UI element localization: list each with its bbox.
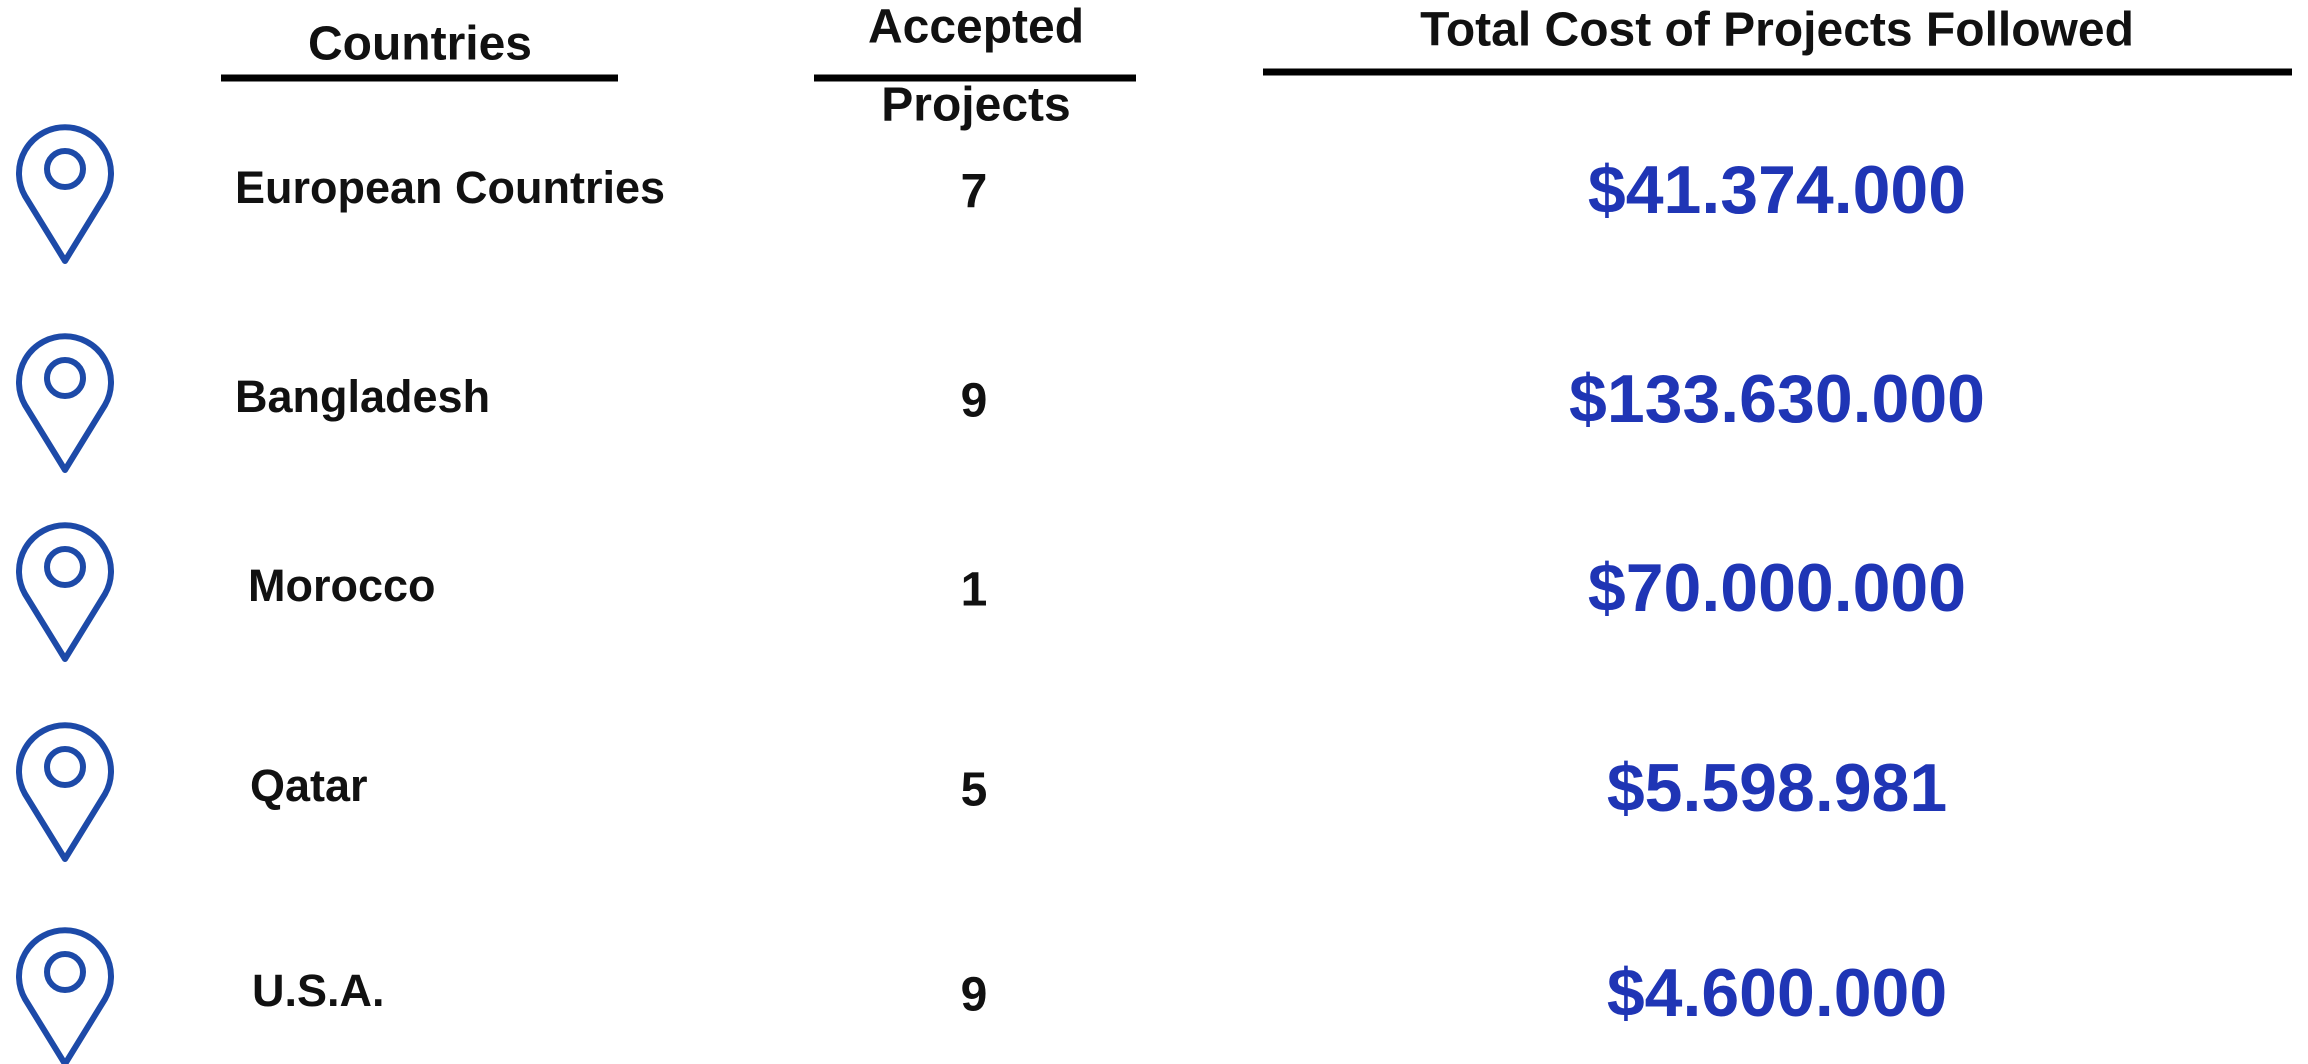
pin-hole	[44, 148, 86, 190]
pin-icon	[16, 333, 114, 473]
header-total-cost: Total Cost of Projects Followed	[1420, 4, 2134, 57]
total-cost: $5.598.981	[1607, 750, 1947, 826]
pin-outline	[16, 124, 114, 264]
pin-icon	[16, 722, 114, 862]
total-cost: $133.630.000	[1569, 361, 1985, 437]
pin-icon	[16, 927, 114, 1064]
pin-outline	[16, 927, 114, 1064]
project-count: 9	[961, 969, 988, 1022]
country-name: European Countries	[235, 162, 665, 213]
country-name: Qatar	[250, 760, 368, 811]
pin-icon	[16, 124, 114, 264]
pin-hole	[44, 357, 86, 399]
pin-hole	[44, 746, 86, 788]
country-name: U.S.A.	[252, 965, 385, 1016]
pin-hole	[44, 951, 86, 993]
header-accepted: Accepted	[868, 1, 1084, 54]
project-count: 7	[961, 166, 988, 219]
pin-outline	[16, 722, 114, 862]
pin-outline	[16, 333, 114, 473]
country-name: Morocco	[248, 560, 436, 611]
pin-icon	[16, 522, 114, 662]
total-cost: $70.000.000	[1588, 550, 1966, 626]
project-count: 5	[961, 764, 988, 817]
total-cost: $4.600.000	[1607, 955, 1947, 1031]
header-countries: Countries	[308, 18, 532, 71]
country-name: Bangladesh	[235, 371, 490, 422]
header-projects: Projects	[881, 79, 1070, 132]
pin-outline	[16, 522, 114, 662]
pin-hole	[44, 546, 86, 588]
project-count: 9	[961, 375, 988, 428]
total-cost: $41.374.000	[1588, 152, 1966, 228]
project-count: 1	[961, 564, 988, 617]
